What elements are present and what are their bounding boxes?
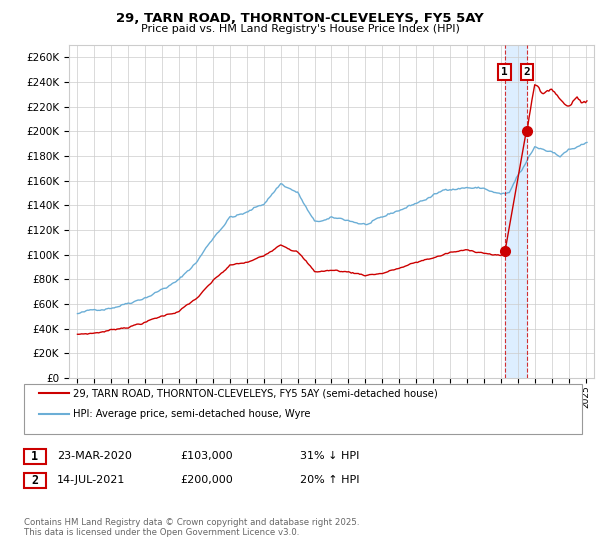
Text: Price paid vs. HM Land Registry's House Price Index (HPI): Price paid vs. HM Land Registry's House … [140,24,460,34]
Text: HPI: Average price, semi-detached house, Wyre: HPI: Average price, semi-detached house,… [73,409,311,419]
Text: 1: 1 [501,67,508,77]
Text: 23-MAR-2020: 23-MAR-2020 [57,451,132,461]
Text: 1: 1 [31,450,38,463]
Text: 14-JUL-2021: 14-JUL-2021 [57,475,125,486]
Text: 29, TARN ROAD, THORNTON-CLEVELEYS, FY5 5AY: 29, TARN ROAD, THORNTON-CLEVELEYS, FY5 5… [116,12,484,25]
Bar [505,45,527,378]
Text: 31% ↓ HPI: 31% ↓ HPI [300,451,359,461]
Text: £200,000: £200,000 [180,475,233,486]
Text: £103,000: £103,000 [180,451,233,461]
Text: Contains HM Land Registry data © Crown copyright and database right 2025.
This d: Contains HM Land Registry data © Crown c… [24,518,359,538]
Text: 2: 2 [524,67,530,77]
Text: 29, TARN ROAD, THORNTON-CLEVELEYS, FY5 5AY (semi-detached house): 29, TARN ROAD, THORNTON-CLEVELEYS, FY5 5… [73,388,438,398]
Text: 2: 2 [31,474,38,487]
Text: 20% ↑ HPI: 20% ↑ HPI [300,475,359,486]
